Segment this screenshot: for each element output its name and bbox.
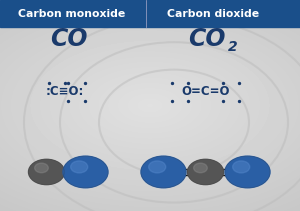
Circle shape (225, 156, 270, 188)
Text: CO: CO (188, 27, 226, 51)
Circle shape (149, 161, 166, 173)
Bar (0, 0, 300, 27)
Text: Carbon dioxide: Carbon dioxide (167, 9, 259, 19)
Circle shape (188, 159, 224, 185)
Text: O=C=O: O=C=O (181, 85, 230, 98)
Circle shape (233, 161, 250, 173)
Circle shape (70, 161, 88, 173)
Circle shape (28, 159, 64, 185)
Text: 2: 2 (228, 40, 237, 54)
Circle shape (63, 156, 108, 188)
Text: CO: CO (50, 27, 88, 51)
Text: :C≡O:: :C≡O: (45, 85, 84, 98)
Circle shape (34, 163, 48, 173)
Circle shape (141, 156, 186, 188)
Circle shape (194, 163, 207, 173)
Text: Carbon monoxide: Carbon monoxide (18, 9, 126, 19)
